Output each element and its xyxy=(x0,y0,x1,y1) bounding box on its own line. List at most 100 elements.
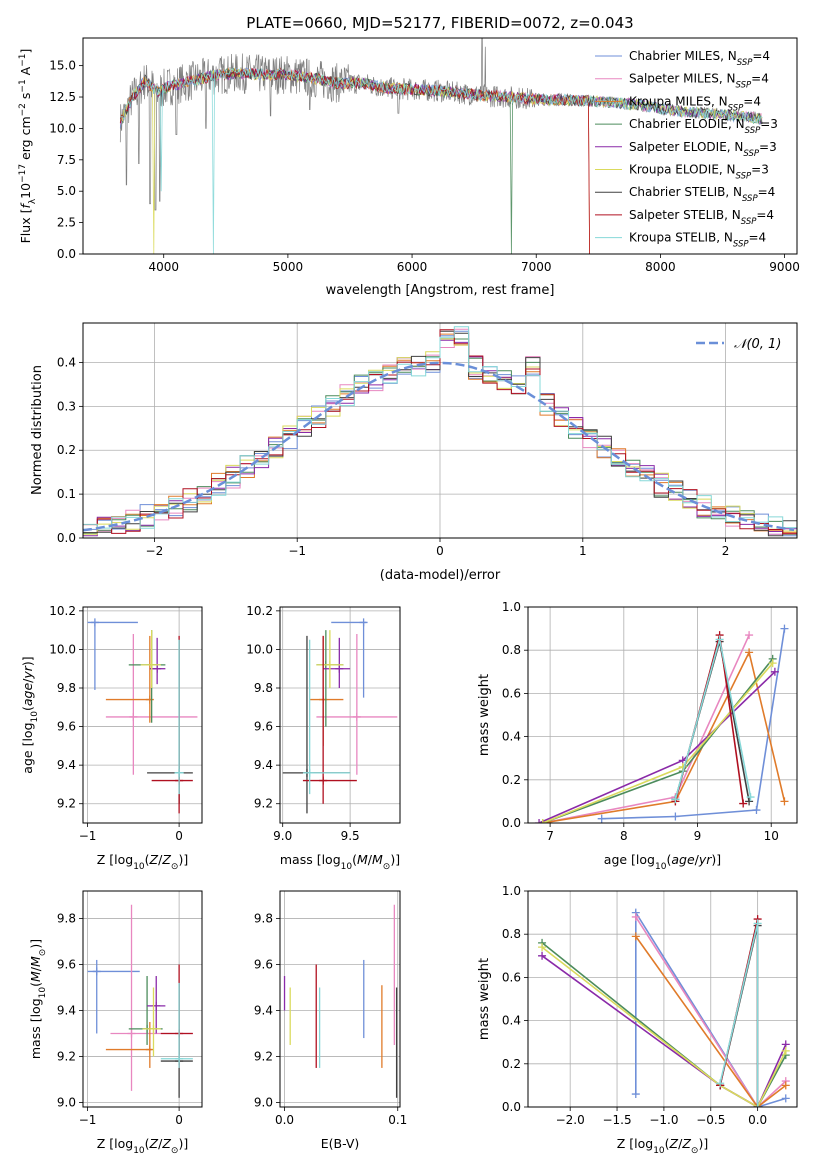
legend-entry: Salpeter STELIB, NSSP=4 xyxy=(629,208,774,227)
series-line xyxy=(597,624,789,823)
point-marker xyxy=(780,797,789,806)
axes-frame xyxy=(527,890,798,1108)
x-tick-label: 0.0 xyxy=(748,1113,767,1127)
y-tick-label: 10.2 xyxy=(246,604,273,618)
axes-frame xyxy=(82,37,798,255)
plot-area xyxy=(538,908,790,1107)
x-axis-label: (data-model)/error xyxy=(380,568,501,583)
point-marker xyxy=(597,814,606,823)
data-point xyxy=(151,635,193,814)
point-marker xyxy=(359,618,368,627)
point-marker xyxy=(352,712,361,721)
x-tick-label: 9.5 xyxy=(341,829,360,843)
series-line xyxy=(538,659,777,823)
legend-entry: Salpeter MILES, NSSP=4 xyxy=(629,72,769,91)
y-tick-label: 9.6 xyxy=(254,958,273,972)
y-tick-label: 9.8 xyxy=(57,912,76,926)
point-marker xyxy=(716,1079,725,1088)
legend-entry: Salpeter ELODIE, NSSP=3 xyxy=(629,140,777,159)
y-tick-label: 0.4 xyxy=(57,355,76,369)
axes-frame xyxy=(82,322,798,539)
y-tick-label: 10.0 xyxy=(246,642,273,656)
axes-mass_vs_Z: −1 0 9.0 9.2 9.4 9.6 9.8 Z [log10(Z/Z⊙)] mass [l… xyxy=(28,890,203,1156)
y-tick-label: 10.2 xyxy=(49,604,76,618)
y-tick-label: 9.2 xyxy=(254,1049,273,1063)
x-tick-label: −2 xyxy=(146,544,164,558)
y-tick-label: 5.0 xyxy=(57,184,76,198)
weight-line xyxy=(601,628,786,820)
axes-weight_vs_age: 7 8 9 10 0.0 0.2 0.4 0.6 0.8 1.0 age [log10(age/yr… xyxy=(477,600,798,872)
y-tick-label: 10.0 xyxy=(49,642,76,656)
x-axis-label: wavelength [Angstrom, rest frame] xyxy=(326,283,555,298)
point-marker xyxy=(335,664,344,673)
y-tick-label: 1.0 xyxy=(502,600,521,614)
data-point xyxy=(331,618,368,698)
plot-area xyxy=(87,904,193,1098)
point-marker xyxy=(746,793,755,802)
point-marker xyxy=(149,1024,158,1033)
chart-title: PLATE=0660, MJD=52177, FIBERID=0072, z=0… xyxy=(246,14,633,32)
y-tick-label: 9.8 xyxy=(254,681,273,695)
point-marker xyxy=(631,912,640,921)
y-tick-label: 0.2 xyxy=(502,773,521,787)
x-tick-label: 0.1 xyxy=(388,1113,407,1127)
x-tick-label: 1 xyxy=(579,544,587,558)
data-point xyxy=(302,639,351,795)
y-tick-label: 0.8 xyxy=(502,643,521,657)
plot-area xyxy=(535,624,789,823)
point-marker xyxy=(319,776,328,785)
weight-line xyxy=(635,916,787,1107)
point-marker xyxy=(92,967,101,976)
point-marker xyxy=(631,932,640,941)
y-axis-label: Normed distribution xyxy=(30,365,45,495)
data-point xyxy=(302,635,357,804)
y-tick-label: 0.2 xyxy=(57,443,76,457)
y-tick-label: 0.4 xyxy=(502,730,521,744)
point-marker xyxy=(538,951,547,960)
series-line xyxy=(538,631,754,823)
data-point xyxy=(87,618,138,690)
y-tick-label: 9.4 xyxy=(57,1003,76,1017)
y-tick-label: 0.0 xyxy=(502,1100,521,1114)
point-marker xyxy=(678,762,687,771)
x-axis-label: mass [log10(M/M⊙)] xyxy=(280,852,400,872)
x-axis-label: age [log10(age/yr)] xyxy=(604,852,721,872)
y-tick-label: 7.5 xyxy=(57,153,76,167)
y-tick-label: 9.6 xyxy=(57,958,76,972)
plot-area xyxy=(282,618,398,814)
point-marker xyxy=(671,795,680,804)
axes-residuals: −2 −1 0 1 2 0.0 0.1 0.2 0.3 0.4 (data-model)/error… xyxy=(30,322,798,583)
x-tick-label: 9.0 xyxy=(273,829,292,843)
y-tick-label: 0.0 xyxy=(57,247,76,261)
x-tick-label: −1.5 xyxy=(602,1113,631,1127)
y-tick-label: 1.0 xyxy=(502,884,521,898)
weight-line xyxy=(542,634,750,823)
x-tick-label: −1 xyxy=(79,1113,97,1127)
x-axis-label: Z [log10(Z/Z⊙)] xyxy=(97,852,189,872)
x-axis-label: E(B-V) xyxy=(321,1136,360,1151)
plot-area xyxy=(83,326,797,537)
weight-line xyxy=(541,946,787,1107)
x-tick-label: 0.0 xyxy=(275,1113,294,1127)
data-point xyxy=(142,987,161,1057)
histogram-line xyxy=(83,326,797,529)
x-tick-label: −2.0 xyxy=(556,1113,585,1127)
point-marker xyxy=(715,635,724,644)
data-point xyxy=(282,635,351,814)
data-point xyxy=(105,635,154,723)
y-tick-label: 9.6 xyxy=(254,720,273,734)
point-marker xyxy=(147,660,156,669)
point-marker xyxy=(745,631,754,640)
model-spectrum-line xyxy=(119,67,763,254)
x-tick-label: 4000 xyxy=(148,260,179,274)
data-point xyxy=(149,637,166,685)
x-tick-label: −0.5 xyxy=(696,1113,725,1127)
x-tick-label: −1.0 xyxy=(649,1113,678,1127)
point-marker xyxy=(745,797,754,806)
y-tick-label: 0.4 xyxy=(502,1014,521,1028)
point-marker xyxy=(753,919,762,928)
x-tick-label: 6000 xyxy=(397,260,428,274)
data-point xyxy=(128,630,166,723)
point-marker xyxy=(752,806,761,815)
x-tick-label: −1 xyxy=(288,544,306,558)
